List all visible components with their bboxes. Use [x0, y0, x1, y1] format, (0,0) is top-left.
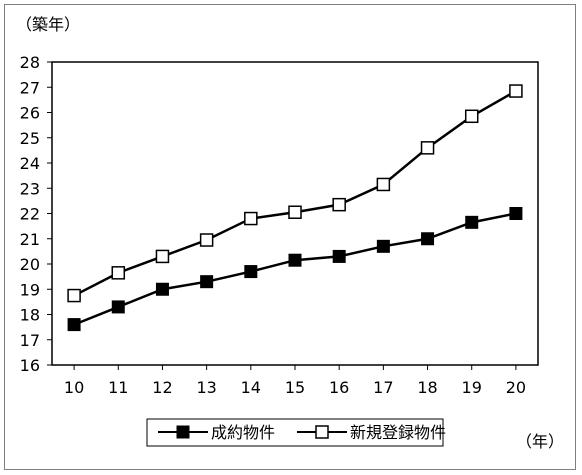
y-tick-label: 24: [20, 154, 40, 173]
legend-marker-open-square: [315, 425, 329, 439]
series-new-listings: [67, 84, 523, 303]
data-point: [244, 265, 258, 279]
y-tick-label: 28: [20, 53, 40, 72]
legend: 成約物件 新規登録物件: [146, 418, 446, 447]
data-point: [509, 207, 523, 220]
data-point: [199, 233, 214, 247]
data-point: [67, 288, 81, 303]
series-contracted: [67, 207, 523, 332]
y-tick-label: 23: [20, 179, 40, 198]
x-tick-label: 17: [373, 378, 393, 397]
series-layer: [67, 84, 523, 332]
y-tick-label: 21: [20, 230, 40, 249]
y-axis-label: （築年）: [16, 15, 80, 34]
x-tick-label: 10: [64, 378, 84, 397]
y-tick-label: 19: [20, 280, 40, 299]
x-tick-label: 18: [417, 378, 437, 397]
data-point: [376, 177, 391, 192]
x-tick-label: 20: [506, 378, 526, 397]
legend-marker-filled-square: [176, 425, 190, 439]
data-point: [288, 253, 302, 267]
data-point: [464, 109, 479, 124]
data-point: [155, 282, 169, 296]
data-point: [67, 318, 81, 332]
y-axis: 16 17 18 19 20 21 22 23 24 25 26 27 28: [20, 53, 52, 375]
x-tick-label: 14: [241, 378, 261, 397]
y-tick-label: 22: [20, 205, 40, 224]
data-point: [332, 249, 346, 263]
data-point: [421, 232, 435, 246]
x-tick-label: 19: [462, 378, 482, 397]
legend-entry-contracted: 成約物件: [158, 423, 275, 442]
y-tick-label: 17: [20, 331, 40, 350]
x-tick-label: 13: [196, 378, 216, 397]
x-axis: 10 11 12 13 14 15 16 17 18 19 20: [64, 365, 526, 397]
x-tick-label: 11: [108, 378, 128, 397]
legend-label-contracted: 成約物件: [211, 423, 275, 442]
legend-entry-new-listings: 新規登録物件: [297, 423, 446, 442]
data-point: [200, 275, 214, 289]
data-point: [420, 141, 435, 155]
y-tick-label: 16: [20, 356, 40, 375]
data-point: [332, 197, 346, 212]
x-axis-label: （年）: [516, 432, 564, 451]
data-point: [111, 300, 125, 314]
y-tick-label: 26: [20, 104, 40, 123]
data-point: [244, 211, 258, 226]
x-tick-label: 16: [329, 378, 349, 397]
data-point: [465, 215, 479, 229]
data-point: [376, 239, 390, 253]
y-tick-label: 25: [20, 129, 40, 148]
data-point: [288, 205, 302, 219]
series-line: [73, 212, 517, 326]
chart-frame: [4, 4, 576, 470]
y-tick-label: 20: [20, 255, 40, 274]
legend-label-new-listings: 新規登録物件: [350, 423, 446, 442]
data-point: [155, 249, 170, 264]
x-tick-label: 12: [152, 378, 172, 397]
data-point: [509, 84, 523, 98]
x-tick-label: 15: [285, 378, 305, 397]
y-tick-label: 27: [20, 78, 40, 97]
y-tick-label: 18: [20, 306, 40, 325]
data-point: [111, 266, 126, 280]
